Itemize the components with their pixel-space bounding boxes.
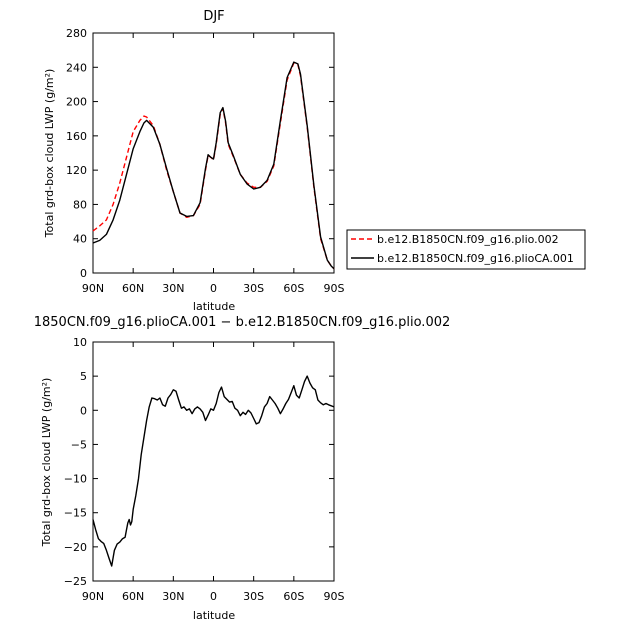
bottom-chart-y-tick-label: −25 [64,575,87,588]
legend-label-plioCA: b.e12.B1850CN.f09_g16.plioCA.001 [377,252,574,265]
top-chart-x-tick-label: 30N [162,282,184,295]
bottom-chart-x-tick-label: 90S [324,590,345,603]
top-chart-panel: 0 40 80 120 160 200 240 280 90N 60N 30N 0 30S 60S 90S… [43,27,345,313]
bottom-chart-y-label: Total grd-box cloud LWP (g/m²) [40,378,53,548]
bottom-chart-x-tick-label: 30S [243,590,264,603]
top-chart-y-label: Total grd-box cloud LWP (g/m²) [43,69,56,239]
top-chart-y-tick-label: 240 [66,61,87,74]
top-chart-series-line-0 [92,62,335,270]
bottom-chart-x-label: latitude [193,609,235,622]
bottom-chart-y-tick-label: −20 [64,541,87,554]
top-chart-x-label: latitude [193,300,235,313]
bottom-chart-title: 1850CN.f09_g16.plioCA.001 − b.e12.B1850C… [34,315,451,330]
top-chart-frame [92,32,335,274]
bottom-chart-y-tick-label: −10 [64,473,87,486]
top-chart-y-tick-label: 280 [66,27,87,40]
bottom-chart-y-tick-label: 10 [73,336,87,349]
bottom-chart-y-tick-label: 5 [80,370,87,383]
top-chart-x-ticks: 90N 60N 30N 0 30S 60S 90S [82,33,345,295]
legend: b.e12.B1850CN.f09_g16.plio.002 b.e12.B18… [346,229,586,270]
top-chart-x-tick-label: 30S [243,282,264,295]
top-chart-y-ticks: 0 40 80 120 160 200 240 280 [66,27,334,280]
top-chart-x-tick-label: 60N [122,282,144,295]
bottom-chart-frame [92,341,335,582]
bottom-chart-x-tick-label: 60S [283,590,304,603]
top-chart-x-tick-label: 90N [82,282,104,295]
bottom-chart-x-tick-label: 0 [210,590,217,603]
top-chart-series-line-1 [92,61,335,270]
top-chart-y-tick-label: 0 [80,267,87,280]
legend-label-plio: b.e12.B1850CN.f09_g16.plio.002 [377,233,559,246]
bottom-chart-series-line-0 [92,375,335,567]
bottom-chart-series [92,375,335,567]
top-chart-y-tick-label: 40 [73,233,87,246]
top-chart-y-tick-label: 200 [66,96,87,109]
top-chart-y-tick-label: 80 [73,198,87,211]
top-chart-y-tick-label: 160 [66,130,87,143]
bottom-chart-y-ticks: −25 −20 −15 −10 −5 0 5 10 [64,336,334,588]
top-chart-y-tick-label: 120 [66,164,87,177]
top-chart-x-tick-label: 0 [210,282,217,295]
bottom-chart-x-ticks: 90N 60N 30N 0 30S 60S 90S [82,342,345,603]
bottom-chart-x-tick-label: 60N [122,590,144,603]
bottom-chart-x-tick-label: 30N [162,590,184,603]
bottom-chart-x-tick-label: 90N [82,590,104,603]
bottom-chart-y-tick-label: 0 [80,404,87,417]
top-chart-series [92,61,335,270]
bottom-chart-y-tick-label: −15 [64,507,87,520]
legend-box [346,229,586,270]
bottom-chart-y-tick-label: −5 [71,438,87,451]
figure-title: DJF [203,9,224,24]
top-chart-x-tick-label: 60S [283,282,304,295]
bottom-chart-panel: 1850CN.f09_g16.plioCA.001 − b.e12.B1850C… [34,315,451,622]
top-chart-x-tick-label: 90S [324,282,345,295]
